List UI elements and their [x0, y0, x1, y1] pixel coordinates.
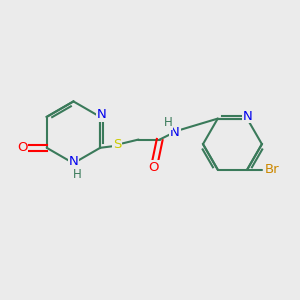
- Text: N: N: [242, 110, 252, 123]
- Text: Br: Br: [265, 163, 279, 176]
- Text: O: O: [148, 161, 159, 174]
- Text: H: H: [164, 116, 173, 129]
- Text: N: N: [69, 155, 78, 168]
- Text: H: H: [73, 168, 81, 181]
- Text: N: N: [97, 108, 106, 121]
- Text: N: N: [170, 126, 180, 139]
- Text: O: O: [17, 141, 28, 154]
- Text: S: S: [113, 138, 122, 151]
